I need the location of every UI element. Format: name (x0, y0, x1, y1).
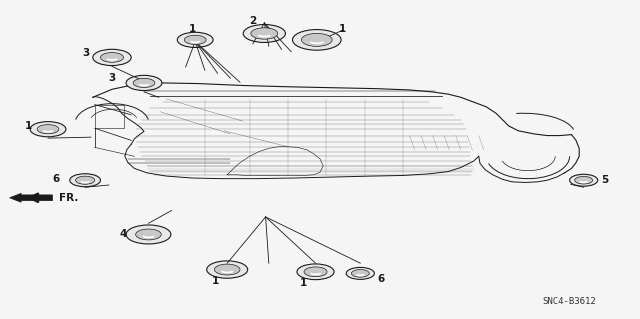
Text: 1: 1 (211, 276, 219, 286)
Ellipse shape (70, 174, 100, 187)
Ellipse shape (214, 264, 240, 275)
Ellipse shape (126, 225, 171, 244)
Ellipse shape (251, 28, 278, 39)
Ellipse shape (351, 270, 369, 277)
Text: 3: 3 (108, 73, 116, 83)
Ellipse shape (207, 261, 248, 278)
Ellipse shape (575, 176, 593, 184)
Bar (95, 105, 124, 128)
Ellipse shape (570, 174, 598, 186)
Ellipse shape (136, 229, 161, 240)
Text: 1: 1 (25, 121, 33, 131)
Text: 1: 1 (188, 24, 196, 34)
Text: SNC4-B3612: SNC4-B3612 (543, 297, 596, 306)
Ellipse shape (177, 32, 213, 48)
Text: 1: 1 (339, 24, 346, 34)
Ellipse shape (301, 33, 332, 46)
Text: 5: 5 (601, 175, 609, 185)
FancyArrow shape (10, 193, 52, 202)
Ellipse shape (304, 267, 327, 277)
Text: 2: 2 (249, 16, 257, 26)
Ellipse shape (346, 267, 374, 279)
Ellipse shape (126, 75, 162, 91)
Ellipse shape (37, 125, 59, 134)
Text: 4: 4 (119, 229, 127, 240)
Text: FR.: FR. (59, 193, 78, 203)
Ellipse shape (76, 176, 95, 184)
Text: 6: 6 (52, 174, 60, 184)
Ellipse shape (184, 35, 206, 44)
Ellipse shape (100, 53, 124, 62)
Ellipse shape (133, 78, 155, 87)
Ellipse shape (243, 25, 285, 42)
Text: 3: 3 (83, 48, 90, 58)
Text: 1: 1 (300, 278, 307, 288)
Ellipse shape (30, 122, 66, 137)
Ellipse shape (297, 264, 334, 280)
Text: 6: 6 (378, 274, 385, 284)
Ellipse shape (292, 30, 341, 50)
Ellipse shape (93, 49, 131, 66)
